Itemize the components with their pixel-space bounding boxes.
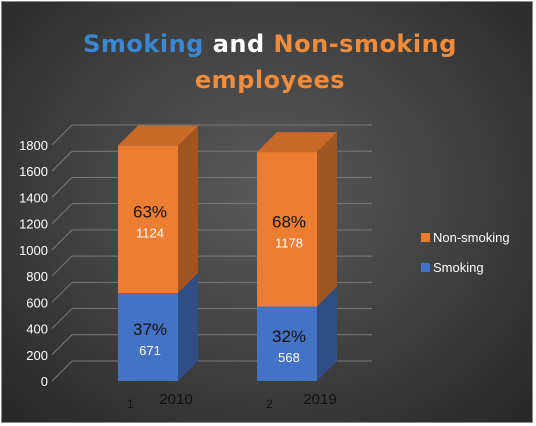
legend-label: Non-smoking xyxy=(433,230,510,245)
title-smoking: Smoking xyxy=(83,30,204,58)
value-label: 1178 xyxy=(275,235,303,250)
percent-label: 68% xyxy=(272,212,306,231)
bar-side-smoking xyxy=(317,286,337,381)
bar-smoking xyxy=(257,306,317,381)
bar-side-non-smoking xyxy=(317,132,337,307)
y-tick-label: 600 xyxy=(26,295,48,310)
gridline-depth xyxy=(51,203,73,225)
percent-label: 37% xyxy=(133,320,167,339)
bar-side-smoking xyxy=(178,273,198,381)
y-tick-label: 1200 xyxy=(19,217,48,232)
bar-smoking xyxy=(118,293,178,381)
percent-label: 63% xyxy=(133,202,167,221)
x-tick-label: 2019 xyxy=(303,391,336,408)
legend-label: Smoking xyxy=(433,260,484,275)
y-tick-label: 1800 xyxy=(19,138,48,153)
gridline-depth xyxy=(51,229,73,251)
bar-non-smoking xyxy=(257,152,317,307)
gridline-depth xyxy=(51,360,73,382)
y-tick-label: 1400 xyxy=(19,190,48,205)
value-label: 1124 xyxy=(136,225,164,240)
gridline-depth xyxy=(51,150,73,172)
y-tick-label: 200 xyxy=(26,348,48,363)
percent-label: 32% xyxy=(272,327,306,346)
bar-non-smoking xyxy=(118,145,178,294)
y-tick-label: 0 xyxy=(41,374,48,389)
y-tick-label: 400 xyxy=(26,322,48,337)
gridline-depth xyxy=(51,177,73,198)
title-employees: employees xyxy=(194,66,346,94)
category-index-label: 2 xyxy=(266,397,273,411)
gridline-depth xyxy=(51,308,73,329)
category-index-label: 1 xyxy=(127,397,134,411)
gridline-depth xyxy=(51,281,73,303)
title-non-smoking: Non-smoking xyxy=(273,30,457,58)
y-tick-label: 1000 xyxy=(19,243,48,258)
gridline-depth xyxy=(51,255,73,277)
gridline-depth xyxy=(51,334,73,356)
bar-top xyxy=(118,125,198,146)
value-label: 671 xyxy=(139,343,161,358)
value-label: 568 xyxy=(278,350,300,365)
bar-top xyxy=(257,132,337,153)
y-tick-label: 1600 xyxy=(19,164,48,179)
gridline-depth xyxy=(51,124,73,146)
title-and: and xyxy=(212,30,265,58)
x-tick-label: 2010 xyxy=(159,391,192,408)
legend-swatch xyxy=(421,263,430,272)
bar-side-non-smoking xyxy=(178,125,198,294)
chart-title: Smoking and Non-smoking employees xyxy=(2,26,532,98)
y-tick-label: 800 xyxy=(26,269,48,284)
legend-swatch xyxy=(421,233,430,242)
